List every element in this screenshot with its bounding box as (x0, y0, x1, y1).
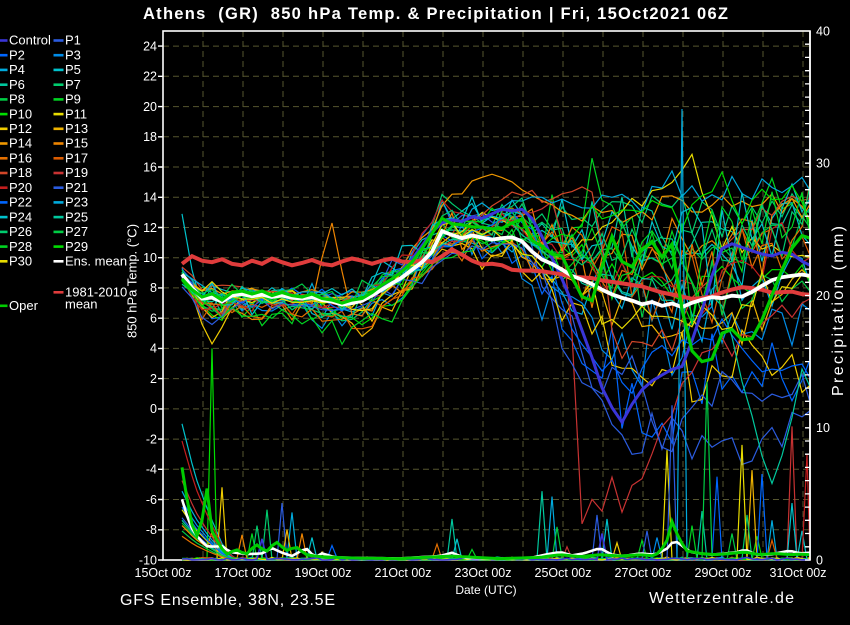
svg-text:10: 10 (143, 251, 157, 265)
svg-text:P29: P29 (65, 239, 88, 254)
svg-text:Precipitation (mm): Precipitation (mm) (830, 226, 847, 396)
svg-text:P8: P8 (9, 92, 25, 107)
svg-text:GFS Ensemble, 38N, 23.5E: GFS Ensemble, 38N, 23.5E (120, 592, 335, 609)
svg-text:Control: Control (9, 33, 51, 48)
svg-text:40: 40 (816, 24, 830, 38)
svg-text:27Oct 00z: 27Oct 00z (615, 566, 672, 580)
svg-text:0: 0 (150, 402, 157, 416)
svg-text:20: 20 (143, 100, 157, 114)
svg-text:Athens (GR) 850 hPa Temp. &: Athens (GR) 850 hPa Temp. & Precipitatio… (143, 5, 728, 23)
svg-text:8: 8 (150, 281, 157, 295)
svg-text:-8: -8 (146, 523, 157, 537)
svg-text:30: 30 (816, 157, 830, 171)
svg-text:P27: P27 (65, 224, 88, 239)
svg-text:16: 16 (143, 160, 157, 174)
svg-text:4: 4 (150, 342, 157, 356)
svg-text:17Oct 00z: 17Oct 00z (215, 566, 272, 580)
svg-text:P12: P12 (9, 121, 32, 136)
svg-text:-4: -4 (146, 463, 157, 477)
svg-text:Ens. mean: Ens. mean (65, 254, 127, 269)
svg-text:P20: P20 (9, 180, 32, 195)
svg-text:P5: P5 (65, 62, 81, 77)
svg-text:Date (UTC): Date (UTC) (455, 583, 516, 597)
svg-text:19Oct 00z: 19Oct 00z (295, 566, 352, 580)
svg-text:P10: P10 (9, 106, 32, 121)
svg-text:P24: P24 (9, 209, 32, 224)
svg-text:Oper: Oper (9, 298, 39, 313)
svg-text:mean: mean (65, 297, 98, 312)
svg-text:31Oct 00z: 31Oct 00z (770, 566, 827, 580)
svg-text:P9: P9 (65, 92, 81, 107)
svg-text:Wetterzentrale.de: Wetterzentrale.de (649, 590, 794, 607)
svg-text:P3: P3 (65, 47, 81, 62)
svg-text:P25: P25 (65, 209, 88, 224)
svg-text:P16: P16 (9, 151, 32, 166)
svg-text:P23: P23 (65, 195, 88, 210)
svg-text:23Oct 00z: 23Oct 00z (455, 566, 512, 580)
svg-text:-2: -2 (146, 432, 157, 446)
svg-text:20: 20 (816, 289, 830, 303)
svg-text:P26: P26 (9, 224, 32, 239)
svg-text:P14: P14 (9, 136, 32, 151)
svg-text:P19: P19 (65, 165, 88, 180)
svg-text:P28: P28 (9, 239, 32, 254)
svg-text:P6: P6 (9, 77, 25, 92)
svg-text:P17: P17 (65, 151, 88, 166)
svg-text:10: 10 (816, 421, 830, 435)
svg-text:-10: -10 (139, 553, 157, 567)
svg-text:12: 12 (143, 221, 157, 235)
svg-text:18: 18 (143, 130, 157, 144)
svg-text:P13: P13 (65, 121, 88, 136)
svg-text:P21: P21 (65, 180, 88, 195)
svg-text:29Oct 00z: 29Oct 00z (695, 566, 752, 580)
svg-text:-6: -6 (146, 493, 157, 507)
svg-text:P7: P7 (65, 77, 81, 92)
svg-text:21Oct 00z: 21Oct 00z (375, 566, 432, 580)
svg-text:24: 24 (143, 39, 157, 53)
svg-text:14: 14 (143, 191, 157, 205)
svg-text:P18: P18 (9, 165, 32, 180)
svg-text:P30: P30 (9, 254, 32, 269)
svg-text:P15: P15 (65, 136, 88, 151)
svg-text:22: 22 (143, 70, 157, 84)
svg-text:P22: P22 (9, 195, 32, 210)
svg-text:P1: P1 (65, 33, 81, 48)
svg-text:P11: P11 (65, 106, 87, 121)
svg-text:2: 2 (150, 372, 157, 386)
svg-text:1981-2010: 1981-2010 (65, 285, 127, 300)
svg-text:850 hPa Temp. (°C): 850 hPa Temp. (°C) (125, 224, 140, 338)
svg-text:P2: P2 (9, 47, 25, 62)
svg-text:0: 0 (816, 553, 823, 567)
svg-text:P4: P4 (9, 62, 25, 77)
svg-text:25Oct 00z: 25Oct 00z (535, 566, 592, 580)
svg-text:6: 6 (150, 312, 157, 326)
svg-text:15Oct 00z: 15Oct 00z (135, 566, 192, 580)
